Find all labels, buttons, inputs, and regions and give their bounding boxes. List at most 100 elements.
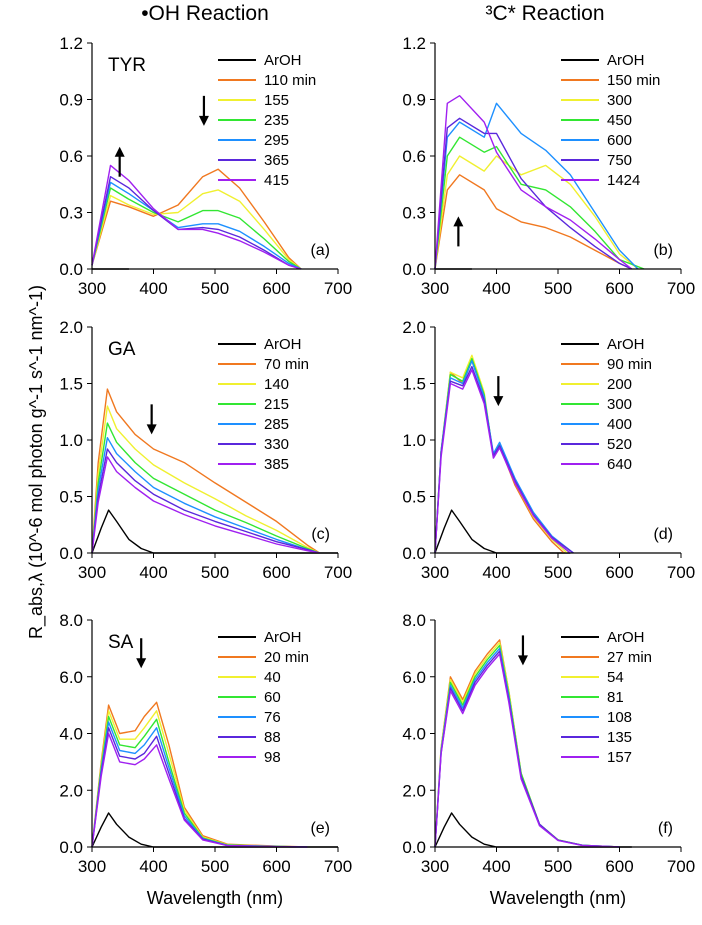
x-tick-label: 500 — [544, 563, 572, 582]
legend-label-5: 365 — [264, 152, 289, 169]
series-line-4 — [434, 647, 620, 848]
legend-label-3: 215 — [264, 396, 289, 413]
y-tick-label: 0.3 — [402, 204, 426, 223]
y-tick-label: 1.5 — [59, 375, 83, 394]
panel-e: 300 400 500 600 700 0.0 2.0 4.0 6.0 8.0 SA (e) ArOH 2… — [59, 611, 352, 908]
x-tick-label: 700 — [667, 279, 695, 298]
legend-label-3: 60 — [264, 689, 281, 706]
y-tick-label: 8.0 — [402, 611, 426, 630]
panel-label: (d) — [653, 526, 673, 543]
arrow-head-0 — [517, 655, 528, 666]
x-tick-label: 500 — [544, 279, 572, 298]
series-line-3 — [434, 136, 645, 270]
series-line-0 — [434, 812, 632, 848]
x-tick-label: 300 — [421, 857, 449, 876]
legend-label-4: 76 — [264, 709, 281, 726]
series-line-6 — [91, 456, 320, 554]
series-line-5 — [91, 448, 320, 554]
y-tick-label: 1.2 — [59, 34, 83, 53]
compound-label: GA — [108, 339, 136, 360]
arrow-head-0 — [136, 658, 147, 669]
x-tick-label: 600 — [605, 857, 633, 876]
x-tick-label: 500 — [544, 857, 572, 876]
series-line-1 — [91, 388, 320, 554]
series-line-4 — [434, 102, 639, 270]
x-tick-label: 700 — [667, 563, 695, 582]
x-tick-label: 600 — [262, 563, 290, 582]
y-tick-label: 1.0 — [59, 431, 83, 450]
x-tick-label: 400 — [139, 563, 167, 582]
legend-label-5: 330 — [264, 436, 289, 453]
legend-label-0: ArOH — [264, 629, 302, 646]
series-line-6 — [91, 732, 308, 848]
y-tick-label: 0.6 — [402, 147, 426, 166]
legend-label-1: 70 min — [264, 356, 309, 373]
y-tick-label: 0.0 — [59, 544, 83, 563]
panel-d: 300 400 500 600 700 0.0 0.5 1.0 1.5 2.0 (d) ArOH 90 … — [402, 318, 695, 582]
panel-label: (e) — [310, 820, 330, 837]
legend-label-0: ArOH — [607, 629, 645, 646]
legend-label-6: 157 — [607, 749, 632, 766]
legend-label-1: 20 min — [264, 649, 309, 666]
legend-label-6: 415 — [264, 172, 289, 189]
legend-label-4: 600 — [607, 132, 632, 149]
series-line-3 — [91, 422, 320, 554]
y-tick-label: 6.0 — [402, 668, 426, 687]
x-tick-label: 500 — [201, 563, 229, 582]
x-axis-label: Wavelength (nm) — [147, 888, 283, 908]
y-tick-label: 2.0 — [59, 318, 83, 337]
series-line-2 — [91, 405, 320, 554]
arrow-head-1 — [198, 115, 209, 126]
panel-c: 300 400 500 600 700 0.0 0.5 1.0 1.5 2.0 GA (c) ArOH 7… — [59, 318, 352, 582]
series-line-3 — [434, 644, 620, 848]
x-tick-label: 400 — [482, 563, 510, 582]
y-tick-label: 0.0 — [402, 260, 426, 279]
panel-a: 300 400 500 600 700 0.0 0.3 0.6 0.9 1.2 TYR (a) ArOH… — [59, 34, 352, 298]
legend-label-6: 385 — [264, 456, 289, 473]
y-tick-label: 0.0 — [59, 838, 83, 857]
x-tick-label: 300 — [78, 279, 106, 298]
legend-label-2: 40 — [264, 669, 281, 686]
y-tick-label: 0.5 — [59, 488, 83, 507]
series-line-3 — [91, 187, 302, 270]
x-tick-label: 300 — [421, 279, 449, 298]
legend-label-2: 300 — [607, 92, 632, 109]
arrow-head-0 — [146, 424, 157, 435]
x-tick-label: 400 — [139, 857, 167, 876]
series-line-4 — [91, 437, 320, 554]
panel-label: (a) — [310, 242, 330, 259]
series-line-2 — [434, 155, 639, 270]
x-tick-label: 400 — [139, 279, 167, 298]
arrow-head-0 — [493, 396, 504, 407]
panels: 300 400 500 600 700 0.0 0.3 0.6 0.9 1.2 TYR (a) ArOH… — [59, 34, 695, 908]
compound-label: SA — [108, 632, 134, 653]
y-tick-label: 0.6 — [59, 147, 83, 166]
legend-label-4: 400 — [607, 416, 632, 433]
legend-label-3: 450 — [607, 112, 632, 129]
x-tick-label: 500 — [201, 857, 229, 876]
series-line-6 — [434, 369, 571, 554]
column-title-3c: ³C* Reaction — [485, 2, 604, 25]
panel-label: (c) — [311, 526, 330, 543]
compound-label: TYR — [108, 55, 146, 76]
legend-label-0: ArOH — [264, 52, 302, 69]
panel-label: (b) — [653, 242, 673, 259]
series-line-1 — [434, 174, 633, 270]
legend-label-1: 27 min — [607, 649, 652, 666]
x-tick-label: 700 — [324, 857, 352, 876]
y-tick-label: 0.9 — [402, 91, 426, 110]
legend-label-5: 520 — [607, 436, 632, 453]
x-tick-label: 700 — [324, 279, 352, 298]
legend-label-6: 1424 — [607, 172, 640, 189]
legend-label-3: 235 — [264, 112, 289, 129]
series-line-5 — [91, 176, 302, 270]
y-tick-label: 0.9 — [59, 91, 83, 110]
y-tick-label: 1.0 — [402, 431, 426, 450]
legend-label-2: 200 — [607, 376, 632, 393]
series-line-2 — [91, 189, 302, 270]
series-line-6 — [434, 95, 633, 270]
legend-label-0: ArOH — [607, 336, 645, 353]
x-tick-label: 600 — [262, 279, 290, 298]
x-tick-label: 500 — [201, 279, 229, 298]
